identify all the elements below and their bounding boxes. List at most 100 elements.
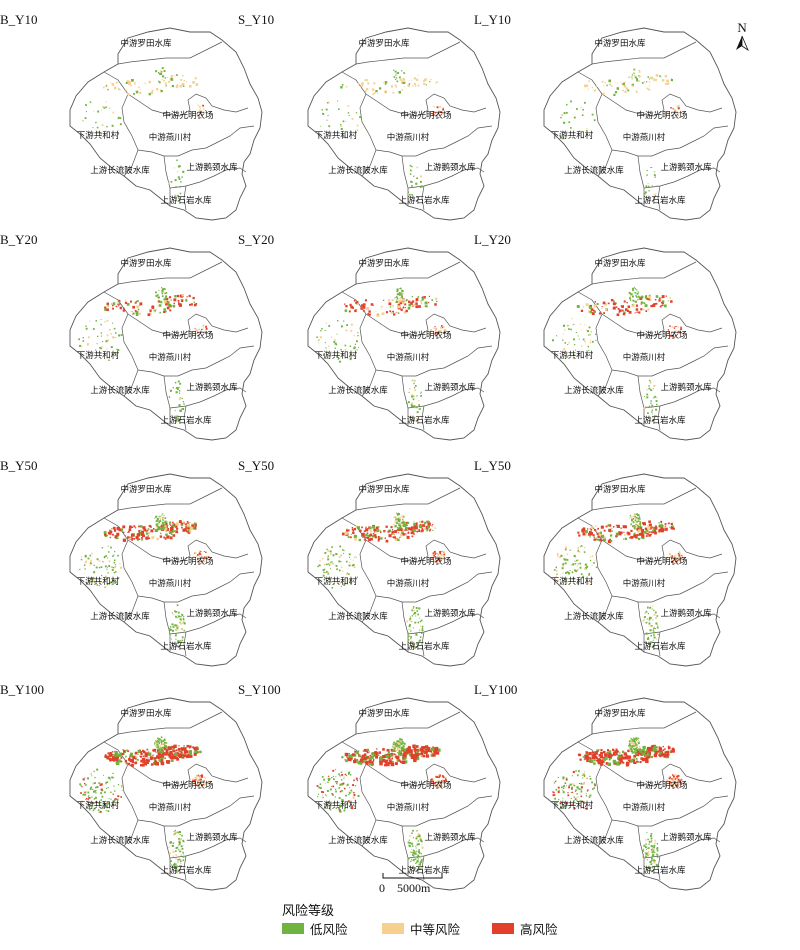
risk-dot xyxy=(396,746,398,748)
risk-dot xyxy=(178,745,180,747)
risk-dot xyxy=(419,863,421,865)
risk-dot xyxy=(197,561,199,563)
risk-dot xyxy=(398,759,401,762)
risk-dot xyxy=(649,76,652,79)
risk-dot xyxy=(161,513,163,515)
risk-dot xyxy=(421,858,423,861)
risk-dot xyxy=(552,339,554,342)
risk-dot xyxy=(136,300,139,303)
risk-dot xyxy=(84,561,87,564)
risk-dot xyxy=(367,82,370,85)
risk-dot xyxy=(195,555,198,558)
risk-dot xyxy=(174,75,176,77)
risk-dot xyxy=(90,559,92,562)
risk-dot xyxy=(358,538,361,542)
risk-dot xyxy=(675,335,677,337)
risk-dot xyxy=(106,583,109,586)
risk-dot xyxy=(585,84,589,88)
risk-dot xyxy=(179,640,181,642)
risk-dot xyxy=(613,300,615,303)
risk-dot xyxy=(656,849,659,852)
risk-dot xyxy=(677,774,680,777)
risk-dot xyxy=(650,747,654,751)
risk-dot xyxy=(202,324,205,327)
risk-dot xyxy=(377,529,380,532)
risk-dot xyxy=(362,536,364,538)
risk-dot xyxy=(654,749,658,753)
risk-dot xyxy=(140,752,143,756)
risk-dot xyxy=(413,520,415,522)
risk-dot xyxy=(587,789,589,791)
risk-dot xyxy=(113,759,116,762)
risk-dot xyxy=(440,325,443,327)
risk-dot xyxy=(586,128,588,130)
risk-dot xyxy=(434,303,437,306)
risk-dot xyxy=(414,621,417,624)
risk-dot xyxy=(612,302,616,306)
risk-dot xyxy=(585,532,588,535)
risk-dot xyxy=(660,76,662,78)
risk-dot xyxy=(91,577,94,580)
risk-dot xyxy=(348,553,351,556)
region-label: 上游鹅颈水库 xyxy=(660,608,712,619)
risk-dot xyxy=(164,520,167,523)
risk-dot xyxy=(87,336,90,339)
risk-dot xyxy=(617,532,619,534)
risk-dot xyxy=(655,752,658,754)
risk-dot xyxy=(632,739,635,742)
risk-dot xyxy=(114,571,117,573)
risk-dot xyxy=(372,93,375,96)
risk-dot xyxy=(95,801,98,803)
risk-dot xyxy=(161,742,163,744)
risk-dot xyxy=(409,304,412,307)
risk-dot xyxy=(327,549,330,552)
risk-dot xyxy=(389,760,393,764)
risk-dot xyxy=(170,860,172,862)
risk-dot xyxy=(105,781,107,784)
risk-dot xyxy=(404,533,406,535)
risk-dot xyxy=(122,749,124,751)
catchment-outline xyxy=(307,247,501,441)
risk-dot xyxy=(421,302,423,305)
risk-dot xyxy=(157,748,159,750)
risk-dot xyxy=(666,779,668,781)
risk-dot xyxy=(630,529,633,532)
risk-dot xyxy=(654,839,657,842)
risk-dot xyxy=(439,782,442,784)
risk-dot xyxy=(326,795,328,797)
risk-dot xyxy=(621,306,623,308)
risk-dot xyxy=(88,581,90,583)
risk-dot xyxy=(400,528,403,531)
risk-dot xyxy=(414,867,416,869)
risk-dot xyxy=(378,537,381,540)
risk-dot xyxy=(120,334,123,336)
risk-dot xyxy=(368,313,371,316)
risk-dot xyxy=(388,302,392,306)
risk-dot xyxy=(653,80,655,82)
risk-dot xyxy=(638,524,641,527)
risk-dot xyxy=(360,307,363,310)
risk-dot xyxy=(167,746,171,750)
risk-dot xyxy=(608,758,611,761)
risk-dot xyxy=(338,787,340,789)
risk-dot xyxy=(348,114,350,116)
risk-dot xyxy=(591,555,594,557)
risk-dot xyxy=(368,310,371,313)
risk-dot xyxy=(162,752,165,755)
risk-dot xyxy=(109,329,111,331)
risk-dot xyxy=(134,757,137,760)
risk-dot xyxy=(199,750,202,754)
risk-dot xyxy=(199,777,201,780)
risk-dot xyxy=(160,90,163,93)
risk-dot xyxy=(327,781,329,783)
risk-dot xyxy=(105,783,107,785)
risk-dot xyxy=(317,565,319,568)
risk-dot xyxy=(646,87,648,89)
risk-dot xyxy=(408,857,410,860)
risk-dot xyxy=(397,512,400,515)
risk-dot xyxy=(615,748,618,751)
risk-dot xyxy=(630,516,632,518)
risk-dot xyxy=(616,762,620,766)
risk-dot xyxy=(364,79,366,81)
risk-dot xyxy=(631,517,633,519)
